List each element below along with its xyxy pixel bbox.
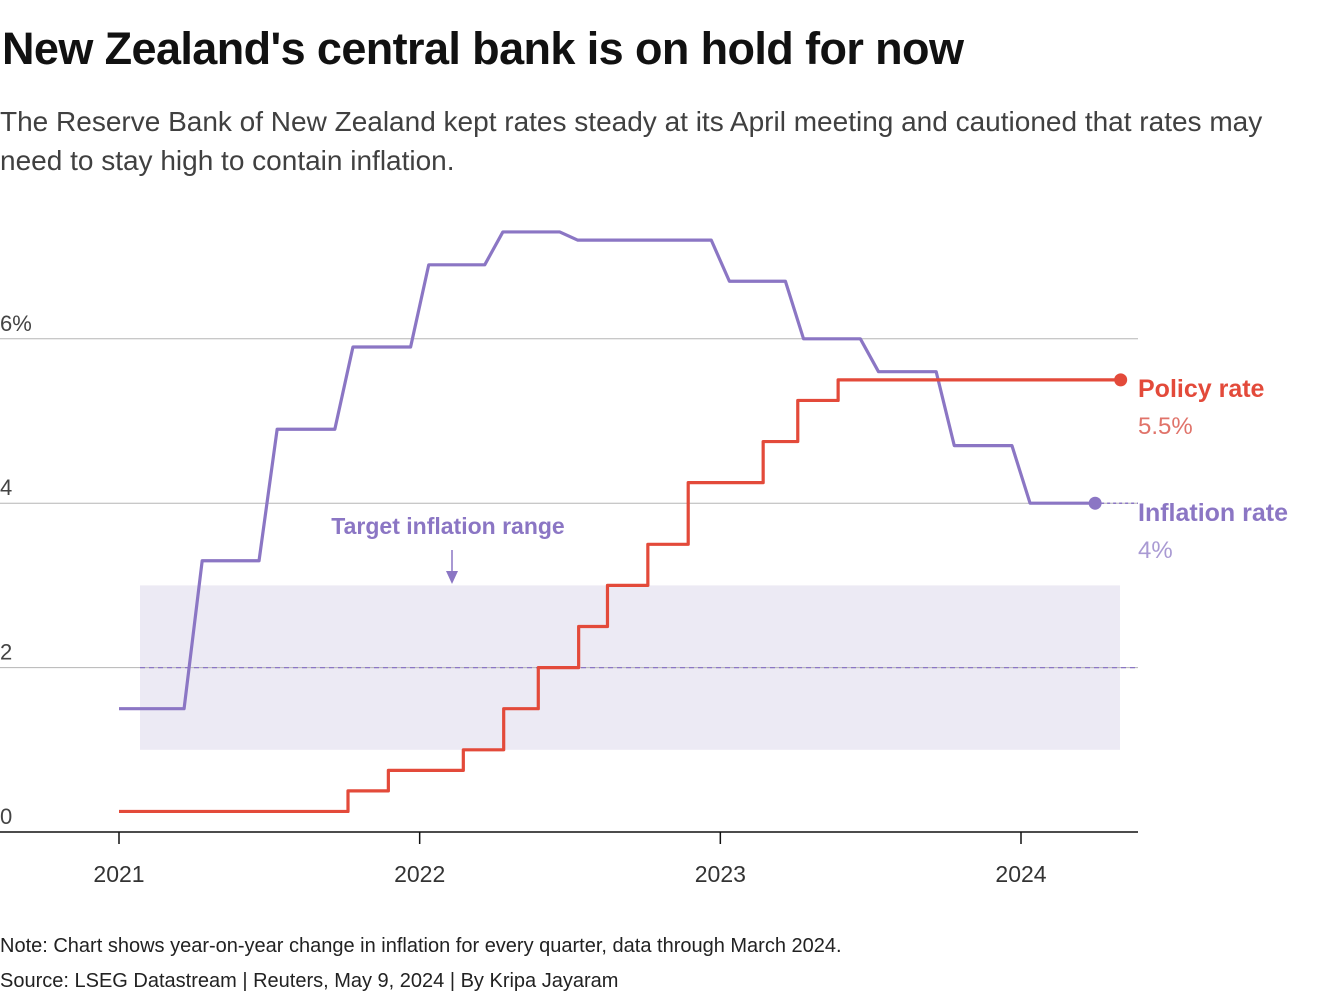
inflation-rate-label: Inflation rate — [1138, 499, 1288, 527]
policy-rate-label: Policy rate — [1138, 375, 1265, 403]
y-tick-label: 4 — [0, 475, 12, 500]
y-tick-label: 0 — [0, 804, 12, 829]
inflation-rate-line — [119, 230, 1096, 711]
target-band-arrow-head — [446, 571, 458, 584]
chart-source: Source: LSEG Datastream | Reuters, May 9… — [0, 970, 619, 992]
line-chart: 0 2 4 6% 2021 2022 2023 2024 Target inflation … — [0, 230, 1288, 887]
inflation-rate-value: 4% — [1138, 537, 1173, 564]
policy-rate-end-dot — [1114, 373, 1128, 387]
target-band-label: Target inflation range — [331, 513, 564, 539]
x-tick-label: 2021 — [93, 861, 144, 887]
chart-subtitle: The Reserve Bank of New Zealand kept rat… — [0, 106, 1263, 176]
chart-title: New Zealand's central bank is on hold fo… — [2, 23, 964, 74]
x-tick-label: 2022 — [394, 861, 445, 887]
chart-note: Note: Chart shows year-on-year change in… — [0, 935, 842, 957]
y-tick-label: 6% — [0, 311, 32, 336]
y-tick-label: 2 — [0, 640, 12, 665]
policy-rate-line — [119, 378, 1121, 814]
policy-rate-value: 5.5% — [1138, 413, 1193, 440]
x-tick-label: 2023 — [695, 861, 746, 887]
x-tick-label: 2024 — [995, 861, 1046, 887]
